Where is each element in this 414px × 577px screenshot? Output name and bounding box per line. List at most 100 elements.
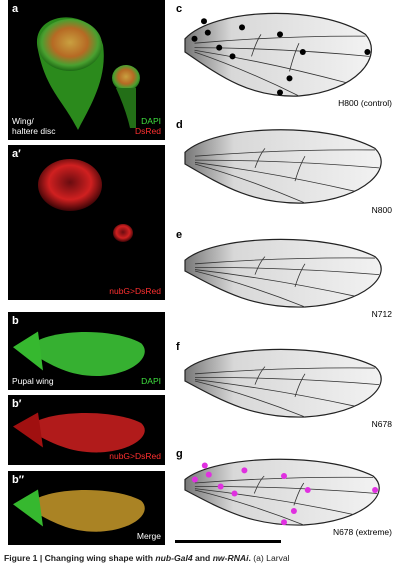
caption-and: and (192, 553, 213, 563)
wing-outline (184, 12, 372, 97)
panel-letter: a (12, 3, 19, 15)
landmark-dot (281, 473, 287, 479)
channel-label: nubG>DsRed (109, 286, 161, 296)
panel-caption: haltere disc (12, 126, 56, 136)
wing-image (184, 458, 380, 526)
caption-gene: nub-Gal4 (155, 553, 193, 563)
wing-vein (194, 51, 300, 97)
wing-vein (194, 163, 306, 204)
wing-vein (293, 482, 305, 506)
panel-caption: Wing/ (12, 116, 34, 126)
wing-vein (194, 266, 380, 275)
wing-image (184, 348, 382, 418)
wing-vein (294, 263, 306, 287)
caption-end: . (248, 553, 254, 563)
wing-outline (184, 348, 382, 418)
caption-rest: Larval (263, 553, 290, 563)
panel-caption: Pupal wing (12, 376, 54, 386)
wing-vein (194, 379, 356, 407)
caption-lead: Figure 1 | Changing wing shape with (4, 553, 156, 563)
hinge-image (13, 412, 43, 448)
hinge-image (13, 489, 43, 527)
panel-letter: c (176, 3, 182, 15)
landmark-dot (201, 18, 207, 25)
wing-vein (194, 49, 347, 84)
landmark-dot (191, 35, 198, 42)
landmark-dot (286, 75, 293, 82)
landmark-dot (290, 508, 297, 514)
wing-vein (194, 149, 376, 157)
landmark-dot (229, 53, 236, 60)
haltere-image (116, 88, 136, 128)
wing-label: N800 (372, 205, 393, 215)
wing-vein (251, 34, 262, 57)
wing-vein (194, 376, 380, 385)
wing-outline (184, 458, 380, 526)
disc-image (38, 159, 102, 211)
channel-label: DAPI (141, 376, 161, 386)
haltere-image (112, 65, 140, 91)
panel-letter: f (176, 341, 180, 353)
landmark-dot (231, 490, 238, 497)
pupal-wing-image (30, 412, 145, 453)
wing-vein (194, 489, 304, 526)
pupal-wing-image (30, 332, 145, 377)
panel-letter: b (12, 315, 19, 327)
landmark-dot (201, 462, 208, 469)
wing-vein (194, 367, 376, 375)
wing-vein (194, 270, 306, 308)
channel-label: Merge (137, 531, 161, 541)
wing-vein (194, 159, 380, 169)
panel-letter: e (176, 229, 182, 241)
panel-letter: a′ (12, 148, 21, 160)
landmark-dot (241, 467, 248, 474)
wing-vein (194, 380, 306, 418)
wing-label: N712 (372, 309, 393, 319)
panel-letter: b′ (12, 398, 22, 410)
wing-vein (253, 475, 265, 494)
panel-letter: g (176, 448, 183, 460)
landmark-dot (191, 476, 198, 483)
wing-label: N678 (extreme) (333, 527, 392, 537)
wing-vein (289, 43, 300, 72)
scale-bar (175, 540, 281, 543)
wing-image (184, 238, 382, 308)
caption-gene: nw-RNAi (212, 553, 249, 563)
wing-vein (194, 35, 366, 44)
landmark-dot (217, 483, 224, 490)
landmark-dot (304, 487, 311, 493)
wing-vein (254, 366, 266, 385)
landmark-dot (372, 487, 379, 493)
disc-image (38, 19, 102, 71)
wing-label: H800 (control) (338, 98, 392, 108)
wing-vein (194, 47, 370, 57)
caption-panel: (a) (253, 553, 264, 563)
figure-caption: Figure 1 | Changing wing shape with nub-… (4, 553, 290, 563)
wing-vein (194, 269, 356, 297)
hinge-image (13, 331, 43, 371)
wing-vein (254, 256, 266, 275)
panel-letter: b″ (12, 474, 25, 486)
landmark-dot (277, 89, 283, 96)
channel-label: nubG>DsRed (109, 451, 161, 461)
wing-image (184, 12, 372, 97)
wing-vein (254, 148, 266, 169)
landmark-dot (364, 49, 371, 55)
panel-letter: d (176, 119, 183, 131)
wing-outline (184, 238, 382, 308)
wing-image (184, 129, 382, 204)
landmark-dot (216, 44, 223, 51)
wing-vein (294, 155, 306, 182)
wing-vein (194, 486, 378, 494)
landmark-dot (277, 31, 283, 38)
landmark-dot (205, 471, 212, 478)
channel-label: DAPI (141, 116, 161, 126)
wing-vein (194, 162, 356, 192)
landmark-dot (281, 519, 287, 526)
landmark-dot (239, 24, 245, 31)
wing-label: N678 (372, 419, 393, 429)
pupal-wing-image (30, 489, 145, 532)
channel-label: DsRed (135, 126, 161, 136)
